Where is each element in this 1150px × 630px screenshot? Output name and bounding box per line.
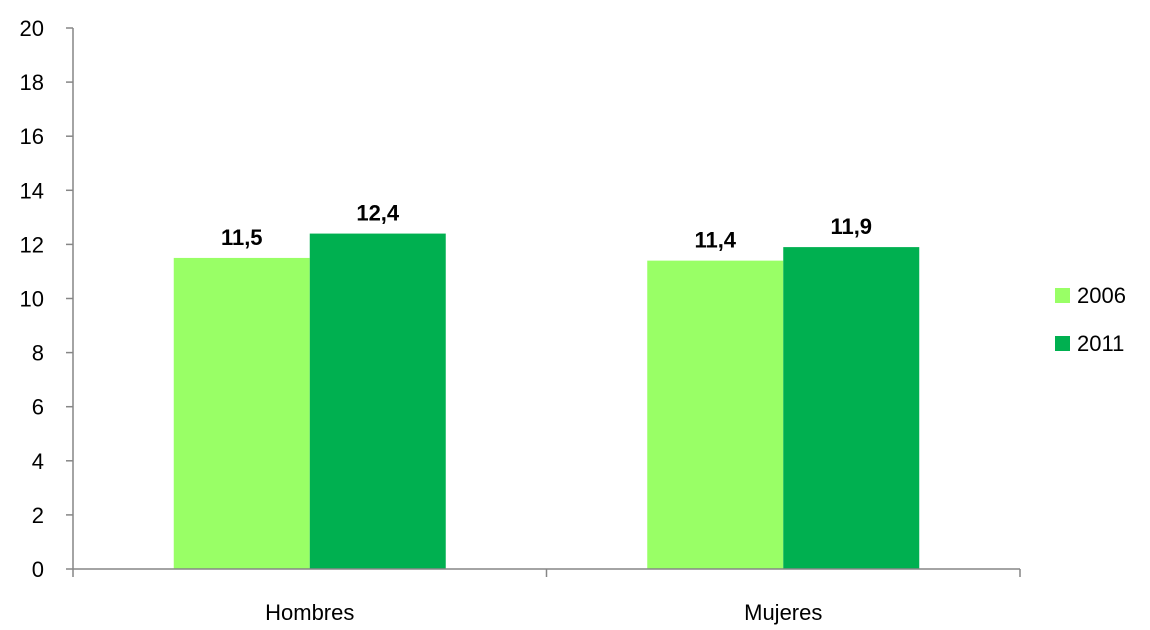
bar-2006-mujeres [647,260,784,569]
legend-swatch-2006 [1055,288,1070,303]
y-tick-label: 12 [20,232,44,257]
data-label: 11,9 [830,214,872,239]
y-axis-ticks: 0 2 4 6 8 10 12 14 16 18 20 [20,16,73,582]
legend: 2006 2011 [1055,283,1126,356]
legend-swatch-2011 [1055,336,1070,351]
y-tick-label: 18 [20,70,44,95]
y-tick-label: 6 [32,395,44,420]
data-label: 11,5 [221,225,263,250]
bar-2006-hombres [173,257,310,569]
y-tick-label: 0 [32,557,44,582]
data-labels: 11,5 12,4 11,4 11,9 [221,201,872,253]
y-tick-label: 16 [20,124,44,149]
data-label: 12,4 [356,201,400,226]
category-labels: Hombres Mujeres [265,600,822,625]
data-label: 11,4 [694,228,736,253]
bar-2011-mujeres [783,247,920,570]
legend-label: 2011 [1077,331,1124,356]
y-tick-label: 14 [20,178,44,203]
bars [173,233,920,570]
x-axis-ticks [72,569,1021,577]
legend-label: 2006 [1077,283,1126,308]
x-category-label: Hombres [265,600,354,625]
y-tick-label: 20 [20,16,44,41]
y-tick-label: 2 [32,503,44,528]
y-tick-label: 10 [20,287,44,312]
x-category-label: Mujeres [744,600,822,625]
y-tick-label: 8 [32,341,44,366]
bar-2011-hombres [309,233,446,569]
y-tick-label: 4 [32,449,44,474]
